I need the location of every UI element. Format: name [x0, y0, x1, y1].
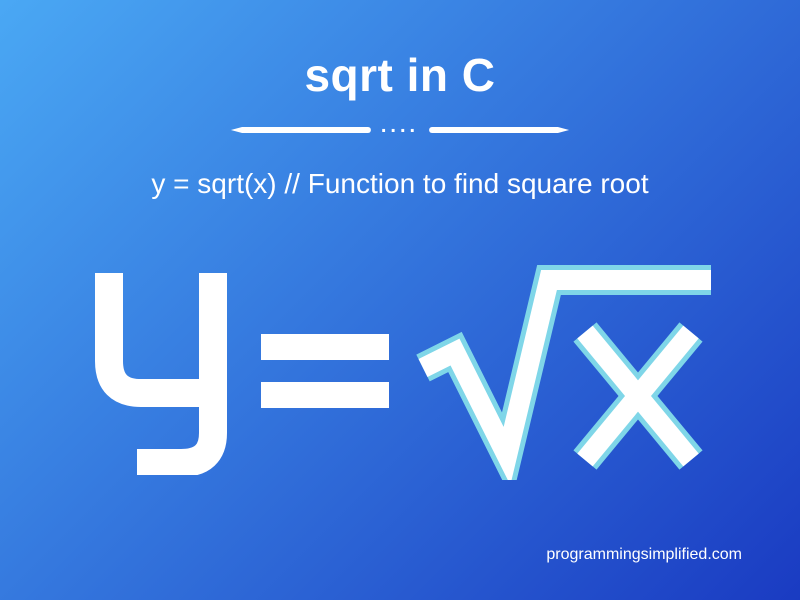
- glyph-y: [85, 265, 235, 475]
- divider-bar-right: [429, 127, 569, 133]
- attribution: programmingsimplified.com: [546, 546, 742, 564]
- divider-dots: ....: [381, 116, 419, 136]
- glyph-equals: [255, 300, 395, 440]
- code-caption: y = sqrt(x) // Function to find square r…: [151, 168, 648, 200]
- formula: [85, 260, 715, 480]
- glyph-radical-x: [415, 260, 715, 480]
- divider: ....: [231, 120, 569, 140]
- infographic-canvas: sqrt in C .... y = sqrt(x) // Function t…: [0, 0, 800, 600]
- page-title: sqrt in C: [304, 48, 495, 102]
- divider-bar-left: [231, 127, 371, 133]
